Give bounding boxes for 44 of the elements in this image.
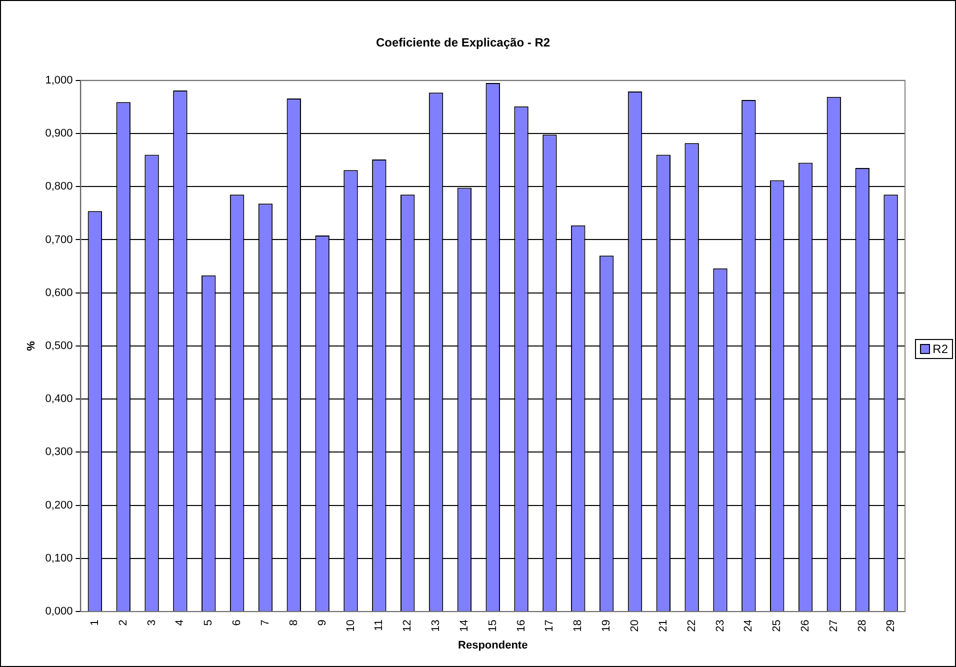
y-axis-title: % [26, 340, 38, 351]
x-tick-label: 28 [856, 620, 868, 632]
y-tick-label: 0,100 [45, 552, 73, 564]
x-tick-label: 7 [260, 620, 272, 626]
y-tick-label: 0,000 [45, 606, 73, 618]
y-tick-label: 1,000 [45, 74, 73, 86]
x-tick-label: 25 [771, 620, 784, 632]
y-tick-label: 0,300 [45, 446, 73, 458]
y-tick-label: 0,900 [45, 128, 73, 140]
x-tick-label: 24 [742, 620, 755, 632]
x-tick-label: 16 [515, 620, 528, 632]
x-tick-label: 27 [828, 620, 840, 632]
x-tick-label: 15 [486, 620, 499, 632]
x-tick-label: 29 [884, 620, 897, 632]
x-tick-label: 21 [657, 620, 670, 632]
x-tick-label: 8 [288, 620, 300, 626]
y-tick-label: 0,400 [45, 393, 73, 406]
x-tick-label: 2 [117, 620, 130, 626]
x-tick-label: 23 [714, 620, 726, 632]
x-tick-label: 10 [344, 620, 357, 632]
y-tick-label: 0,500 [45, 340, 73, 352]
x-tick-label: 17 [544, 620, 556, 632]
x-tick-label: 11 [373, 620, 386, 631]
y-tick-label: 0,800 [45, 180, 73, 193]
x-tick-label: 18 [572, 620, 584, 632]
legend-label: R2 [932, 342, 948, 356]
x-tick-label: 9 [316, 620, 328, 626]
y-tick-label: 0,600 [45, 286, 73, 299]
x-axis-title: Respondente [458, 639, 528, 652]
x-tick-label: 4 [174, 620, 186, 626]
x-tick-label: 5 [202, 620, 215, 626]
y-tick-label: 0,700 [45, 234, 73, 246]
x-tick-label: 20 [629, 620, 642, 632]
x-tick-label: 22 [686, 620, 698, 632]
x-tick-label: 26 [800, 620, 812, 632]
x-tick-label: 19 [600, 620, 613, 632]
x-tick-label: 14 [458, 620, 470, 632]
x-tick-label: 3 [146, 620, 158, 626]
x-tick-label: 6 [231, 620, 244, 626]
chart-title: Coeficiente de Explicação - R2 [376, 36, 550, 50]
x-tick-label: 13 [430, 620, 442, 632]
x-tick-label: 12 [402, 620, 414, 632]
y-tick-label: 0,200 [45, 499, 73, 512]
x-tick-label: 1 [88, 620, 101, 626]
